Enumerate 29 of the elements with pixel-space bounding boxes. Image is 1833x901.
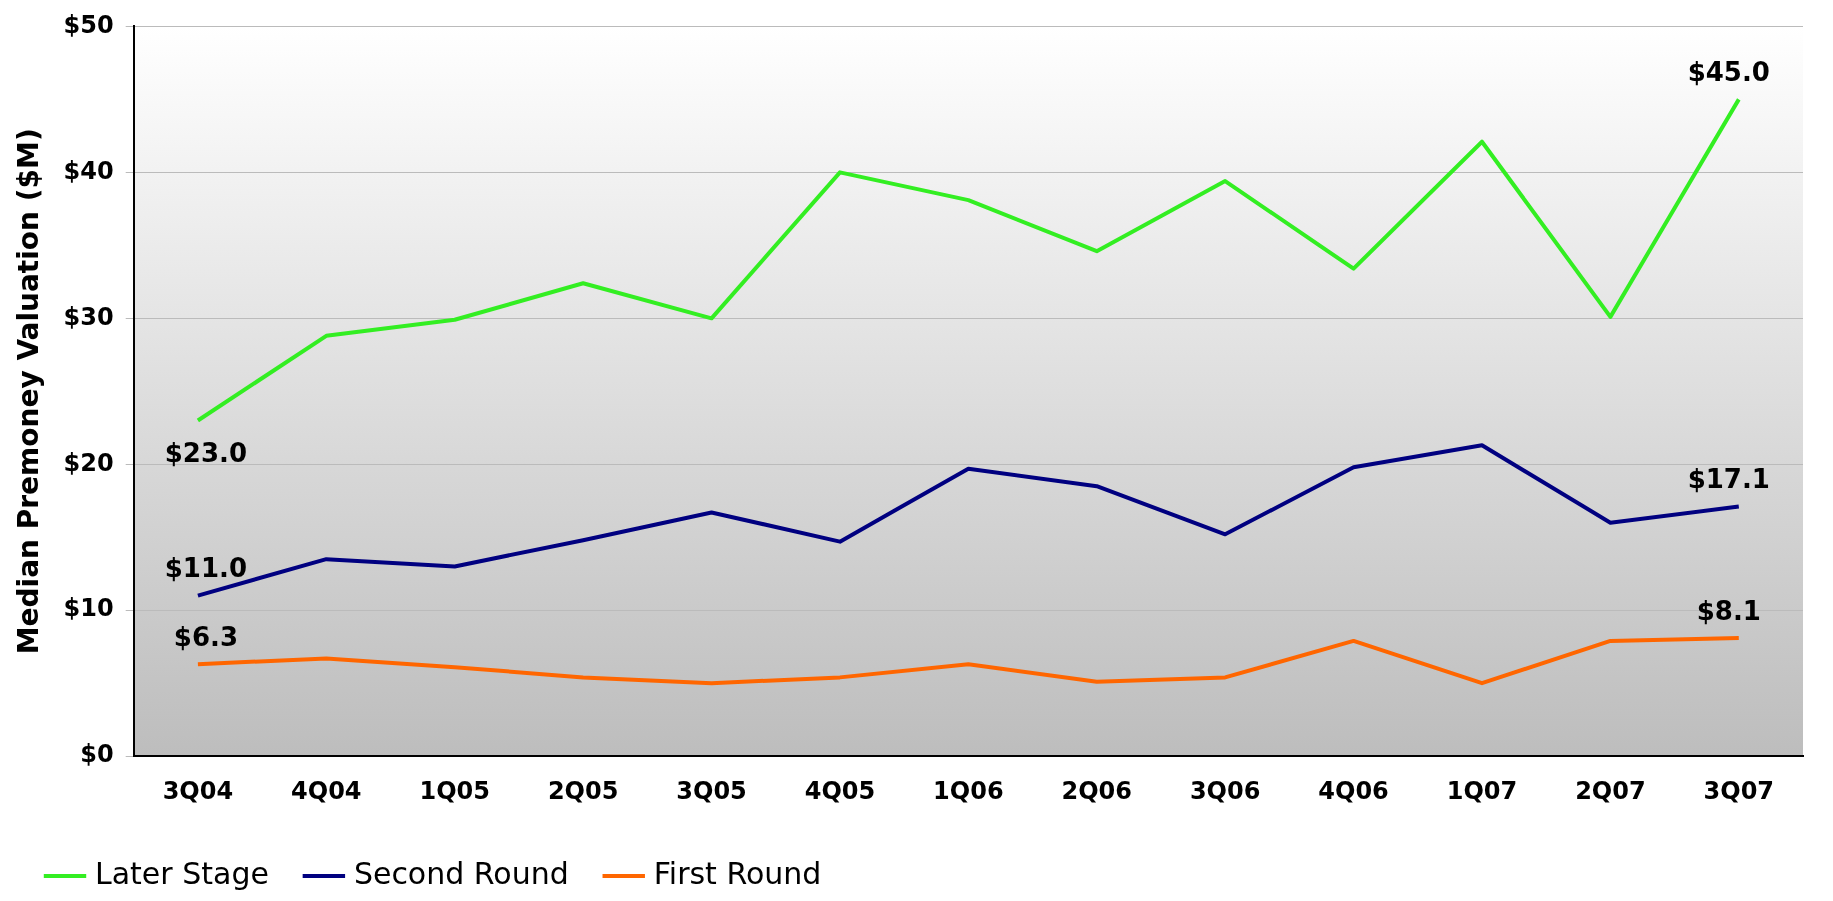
legend-label: Later Stage [95,855,269,891]
x-tick-label: 1Q06 [933,776,1004,805]
y-tick-label: $40 [63,156,114,185]
data-label: $8.1 [1696,595,1761,626]
x-tick-label: 4Q05 [804,776,876,805]
y-tick-label: $0 [80,740,114,769]
x-tick-label: 2Q06 [1061,776,1133,805]
x-tick-label: 3Q05 [676,776,747,805]
y-tick-label: $20 [63,448,114,477]
x-tick-label: 2Q05 [547,776,619,805]
data-label: $45.0 [1687,57,1770,88]
legend-label: First Round [653,855,822,891]
x-tick-label: 3Q06 [1189,776,1261,805]
x-tick-label: 1Q07 [1446,776,1518,805]
x-tick-label: 2Q07 [1575,776,1646,805]
x-tick-label: 3Q04 [162,776,234,805]
x-tick-label: 4Q04 [291,776,362,805]
x-tick-label: 1Q05 [419,776,490,805]
data-label: $11.0 [164,553,248,584]
legend-label: Second Round [353,855,569,891]
y-axis-title: Median Premoney Valuation ($M) [12,128,46,655]
data-label: $23.0 [164,438,248,469]
data-label: $6.3 [173,622,238,652]
y-tick-label: $30 [63,302,114,331]
x-tick-label: 3Q07 [1703,776,1775,805]
y-tick-label: $50 [63,10,114,39]
data-label: $17.1 [1687,464,1770,495]
x-tick-label: 4Q06 [1318,776,1389,805]
y-tick-label: $10 [63,594,114,623]
